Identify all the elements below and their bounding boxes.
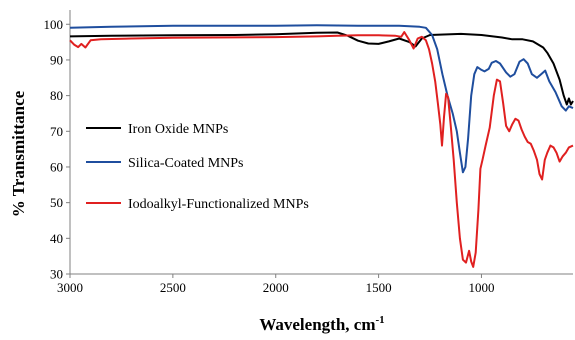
x-tick-label: 1500 xyxy=(366,280,392,295)
y-tick-label: 30 xyxy=(50,267,63,282)
axes: 30 40 50 60 70 80 90 100 3000 2500 2000 1500 1000 xyxy=(44,10,573,295)
legend-label-3: Iodoalkyl-Functionalized MNPs xyxy=(128,197,309,212)
y-axis-title-group: % Transmittance xyxy=(9,90,28,217)
y-tick-label: 100 xyxy=(44,17,64,32)
y-tick-label: 70 xyxy=(50,124,63,139)
y-axis-title: % Transmittance xyxy=(9,90,28,217)
legend-label-2: Silica-Coated MNPs xyxy=(128,156,244,171)
y-tick-label: 60 xyxy=(50,159,63,174)
x-tick-label: 3000 xyxy=(57,280,83,295)
x-axis-title-superscript: -1 xyxy=(375,314,384,326)
series-line-2 xyxy=(69,24,574,174)
series-layer xyxy=(69,24,574,268)
y-tick-label: 80 xyxy=(50,88,63,103)
y-tick-label: 40 xyxy=(50,231,63,246)
legend: Iron Oxide MNPs Silica-Coated MNPs Iodoalk… xyxy=(86,122,309,212)
y-tick-label: 50 xyxy=(50,195,63,210)
legend-label-1: Iron Oxide MNPs xyxy=(128,122,228,137)
series-line-1 xyxy=(69,31,574,106)
y-tick-label: 90 xyxy=(50,52,63,67)
x-tick-label: 2000 xyxy=(263,280,289,295)
x-tick-label: 2500 xyxy=(160,280,186,295)
x-axis-title: Wavelength, cm-1 xyxy=(259,314,384,334)
series-line-3 xyxy=(69,31,574,268)
x-axis-title-text: Wavelength, cm xyxy=(259,315,375,334)
x-tick-label: 1000 xyxy=(468,280,494,295)
